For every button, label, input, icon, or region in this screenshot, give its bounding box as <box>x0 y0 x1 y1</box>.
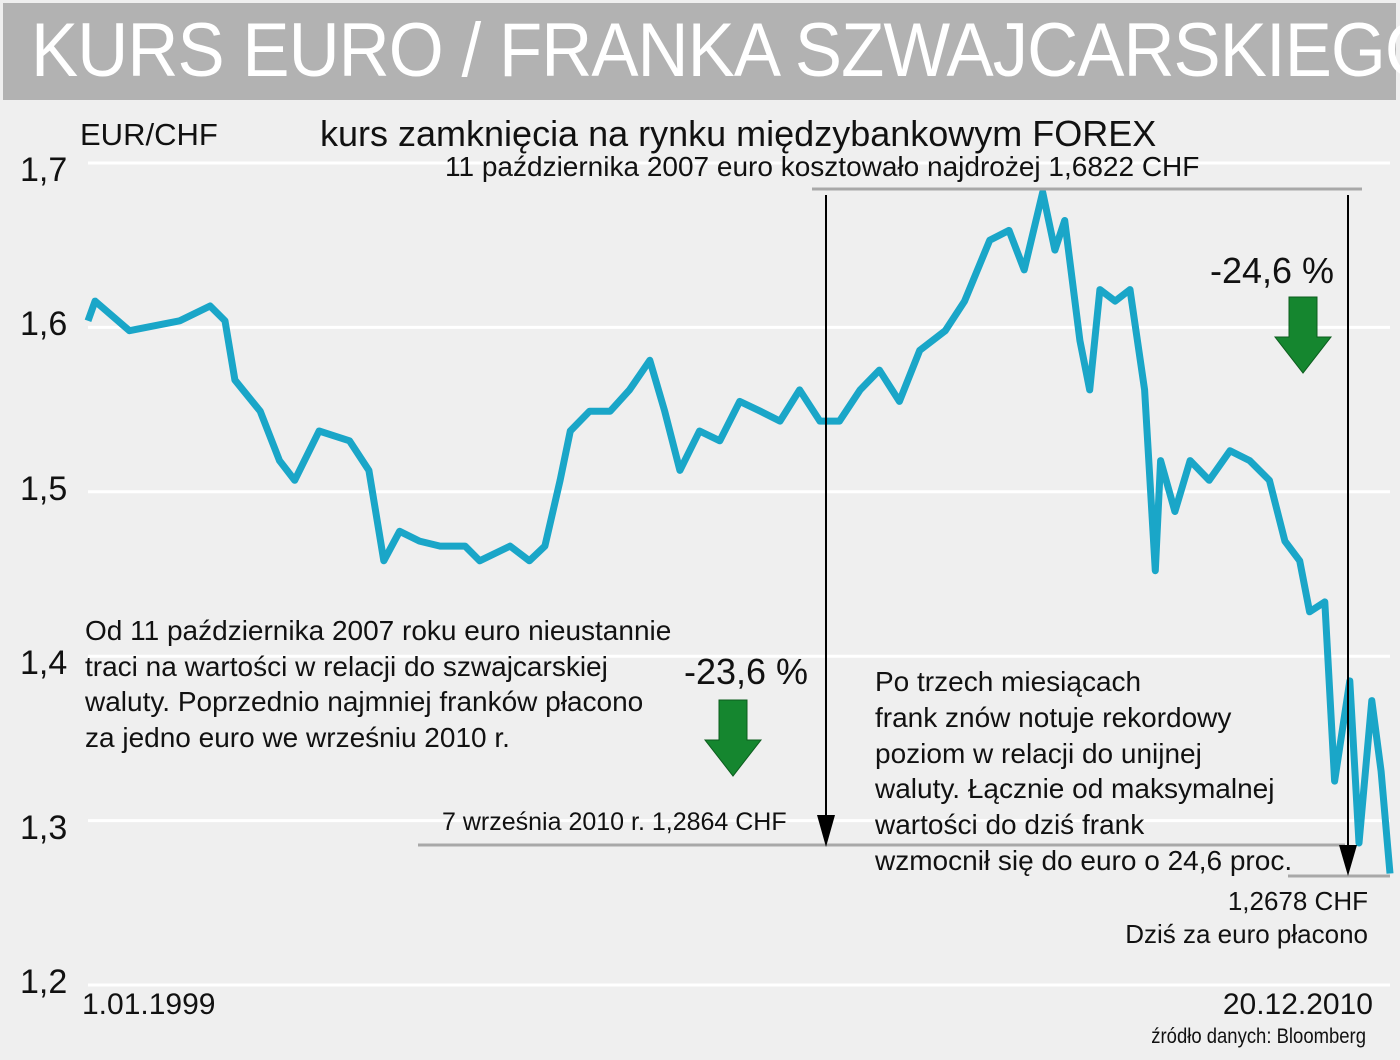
series-line <box>84 188 1394 874</box>
chart-title: KURS EURO / FRANKA SZWAJCARSKIEGO <box>31 8 1400 93</box>
right-annotation-line: poziom w relacji do unijnej <box>875 737 1202 769</box>
x-start-label: 1.01.1999 <box>82 988 216 1021</box>
right-annotation: Po trzech miesiącach frank znów notuje r… <box>875 664 1292 879</box>
left-annotation-line: traci na wartości w relacji do szwajcars… <box>85 650 608 682</box>
y-tick-label: 1,7 <box>20 151 68 189</box>
right-annotation-line: frank znów notuje rekordowy <box>875 701 1232 733</box>
today-label: Dziś za euro płacono <box>1125 919 1368 949</box>
left-annotation: Od 11 października 2007 roku euro nieust… <box>85 613 671 755</box>
left-annotation-line: waluty. Poprzednio najmniej franków płac… <box>85 686 644 717</box>
right-annotation-line: waluty. Łącznie od maksymalnej <box>875 773 1275 805</box>
green-down-arrow-icon <box>703 699 763 777</box>
green-down-arrow-icon <box>1273 296 1333 374</box>
min-annotation: 7 września 2010 r. 1,2864 CHF <box>442 808 787 836</box>
right-percent: -24,6 % <box>1210 250 1335 291</box>
arrow-down-icon <box>1339 845 1357 876</box>
left-percent: -23,6 % <box>684 651 809 692</box>
y-tick-label: 1,4 <box>20 644 68 683</box>
left-annotation-line: za jedno euro we wrześniu 2010 r. <box>85 721 510 753</box>
y-tick-label: 1,2 <box>20 963 68 1001</box>
right-annotation-line: wzmocnił się do euro o 24,6 proc. <box>875 844 1293 876</box>
y-tick-label: 1,5 <box>20 469 68 508</box>
today-value: 1,2678 CHF <box>1227 886 1368 916</box>
right-annotation-line: wartości do dziś frank <box>875 809 1145 841</box>
source-note: źródło danych: Bloomberg <box>1151 1025 1366 1048</box>
y-tick-label: 1,6 <box>20 305 68 344</box>
x-end-label: 20.12.2010 <box>1222 988 1373 1021</box>
right-annotation-line: Po trzech miesiącach <box>875 666 1142 697</box>
title-banner: KURS EURO / FRANKA SZWAJCARSKIEGO <box>3 3 1400 100</box>
left-annotation-line: Od 11 października 2007 roku euro nieust… <box>85 615 672 646</box>
chart-subtitle: kurs zamknięcia na rynku międzybankowym … <box>320 113 1157 154</box>
arrow-down-icon <box>817 815 835 847</box>
y-tick-label: 1,3 <box>20 808 68 847</box>
peak-annotation: 11 października 2007 euro kosztowało naj… <box>445 151 1200 182</box>
y-axis-label: EUR/CHF <box>80 117 218 152</box>
